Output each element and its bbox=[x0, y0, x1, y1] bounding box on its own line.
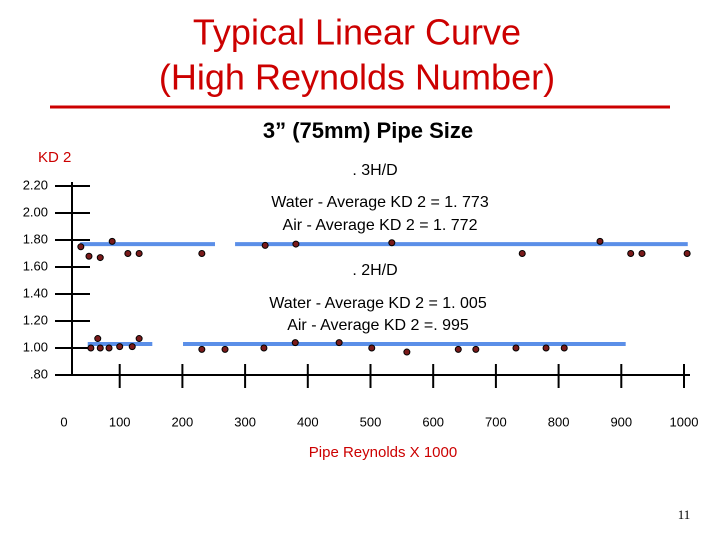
data-point bbox=[292, 240, 300, 248]
x-tick-label: 700 bbox=[485, 414, 507, 429]
data-point bbox=[94, 335, 102, 343]
data-point bbox=[291, 339, 299, 347]
x-axis-label: Pipe Reynolds X 1000 bbox=[309, 444, 457, 461]
annotation: Air - Average KD 2 = 1. 772 bbox=[283, 217, 478, 234]
data-point bbox=[472, 345, 480, 353]
y-tick-label: 1.40 bbox=[23, 285, 48, 300]
data-point bbox=[260, 344, 268, 352]
x-tick-label: 800 bbox=[548, 414, 570, 429]
x-tick-label: 100 bbox=[109, 414, 131, 429]
subtitle: 3” (75mm) Pipe Size bbox=[263, 118, 473, 143]
title-line: (High Reynolds Number) bbox=[159, 57, 555, 98]
data-point bbox=[135, 250, 143, 258]
data-point bbox=[85, 252, 93, 260]
annotation: . 2H/D bbox=[352, 262, 397, 279]
x-tick-label: 600 bbox=[422, 414, 444, 429]
title-line: Typical Linear Curve bbox=[193, 12, 521, 53]
data-point bbox=[128, 343, 136, 351]
data-point bbox=[627, 250, 635, 258]
data-point bbox=[388, 239, 396, 247]
data-point bbox=[116, 343, 124, 351]
data-point bbox=[198, 250, 206, 258]
data-point bbox=[77, 243, 85, 251]
data-point bbox=[542, 344, 550, 352]
slide-number: 11 bbox=[678, 507, 691, 522]
x-tick-label: 200 bbox=[172, 414, 194, 429]
x-tick-label: 300 bbox=[234, 414, 256, 429]
data-point bbox=[108, 237, 116, 245]
data-point bbox=[335, 339, 343, 347]
data-point bbox=[683, 250, 691, 258]
x-tick-label: 1000 bbox=[670, 414, 699, 429]
data-point bbox=[198, 345, 206, 353]
y-axis-label: KD 2 bbox=[38, 149, 71, 166]
annotation: Air - Average KD 2 =. 995 bbox=[287, 317, 469, 334]
data-point bbox=[96, 254, 104, 262]
x-tick-label: 400 bbox=[297, 414, 319, 429]
x-tick-label: 0 bbox=[60, 414, 67, 429]
y-tick-label: 1.00 bbox=[23, 339, 48, 354]
y-tick-label: 1.20 bbox=[23, 312, 48, 327]
data-point bbox=[512, 344, 520, 352]
annotation: . 3H/D bbox=[352, 162, 397, 179]
data-point bbox=[221, 345, 229, 353]
data-point bbox=[261, 241, 269, 249]
x-tick-label: 900 bbox=[610, 414, 632, 429]
data-point bbox=[135, 335, 143, 343]
data-point bbox=[87, 344, 95, 352]
data-point bbox=[518, 250, 526, 258]
y-tick-label: 1.60 bbox=[23, 258, 48, 273]
y-tick-label: 2.00 bbox=[23, 204, 48, 219]
data-point bbox=[368, 344, 376, 352]
data-point bbox=[596, 237, 604, 245]
data-point bbox=[124, 250, 132, 258]
data-point bbox=[454, 345, 462, 353]
data-point bbox=[638, 250, 646, 258]
y-tick-label: 2.20 bbox=[23, 177, 48, 192]
annotation: Water - Average KD 2 = 1. 005 bbox=[269, 295, 487, 312]
x-tick-label: 500 bbox=[360, 414, 382, 429]
y-tick-label: 1.80 bbox=[23, 231, 48, 246]
data-point bbox=[403, 348, 411, 356]
data-point bbox=[96, 344, 104, 352]
annotation: Water - Average KD 2 = 1. 773 bbox=[271, 194, 489, 211]
y-tick-label: .80 bbox=[30, 366, 48, 381]
data-point bbox=[560, 344, 568, 352]
data-point bbox=[105, 344, 113, 352]
